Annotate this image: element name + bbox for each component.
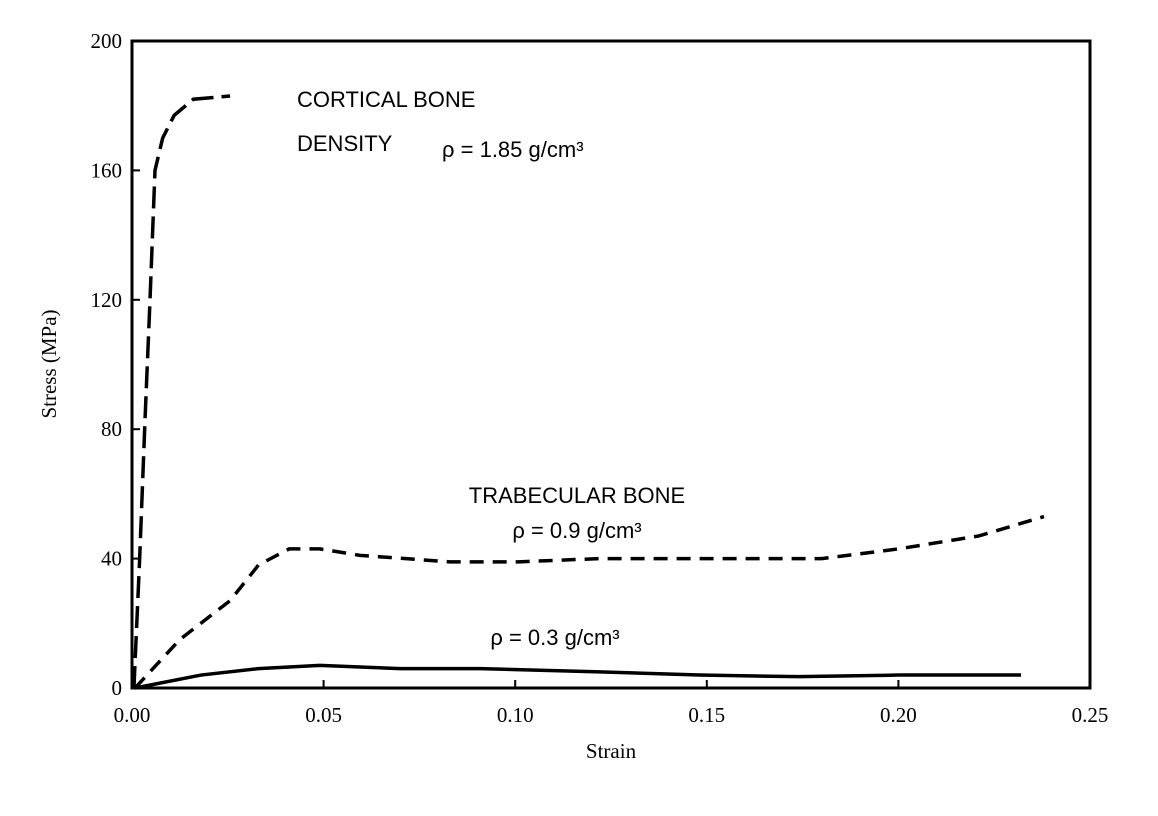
y-tick-label: 120 [91, 288, 123, 312]
series-line [133, 514, 1045, 690]
series-line [132, 94, 231, 689]
series-line [134, 663, 1022, 690]
y-tick-label: 160 [91, 158, 123, 182]
annotation: ρ = 0.3 g/cm³ [490, 625, 619, 650]
y-tick-label: 0 [112, 676, 123, 700]
annotation: ρ = 0.9 g/cm³ [512, 518, 641, 543]
x-tick-label: 0.15 [688, 703, 725, 727]
x-axis-label: Strain [586, 739, 637, 763]
y-tick-label: 80 [101, 417, 122, 441]
y-tick-label: 200 [91, 29, 123, 53]
x-tick-label: 0.20 [880, 703, 917, 727]
x-tick-label: 0.00 [114, 703, 151, 727]
annotation: TRABECULAR BONE [469, 483, 685, 508]
y-axis-label: Stress (MPa) [37, 309, 61, 418]
annotation: CORTICAL BONE [297, 87, 475, 112]
annotation: ρ = 1.85 g/cm³ [442, 137, 584, 162]
y-tick-label: 40 [101, 547, 122, 571]
x-tick-label: 0.10 [497, 703, 534, 727]
x-tick-label: 0.05 [305, 703, 342, 727]
annotation: DENSITY [297, 131, 393, 156]
x-tick-label: 0.25 [1072, 703, 1109, 727]
plot-frame [130, 39, 1092, 690]
